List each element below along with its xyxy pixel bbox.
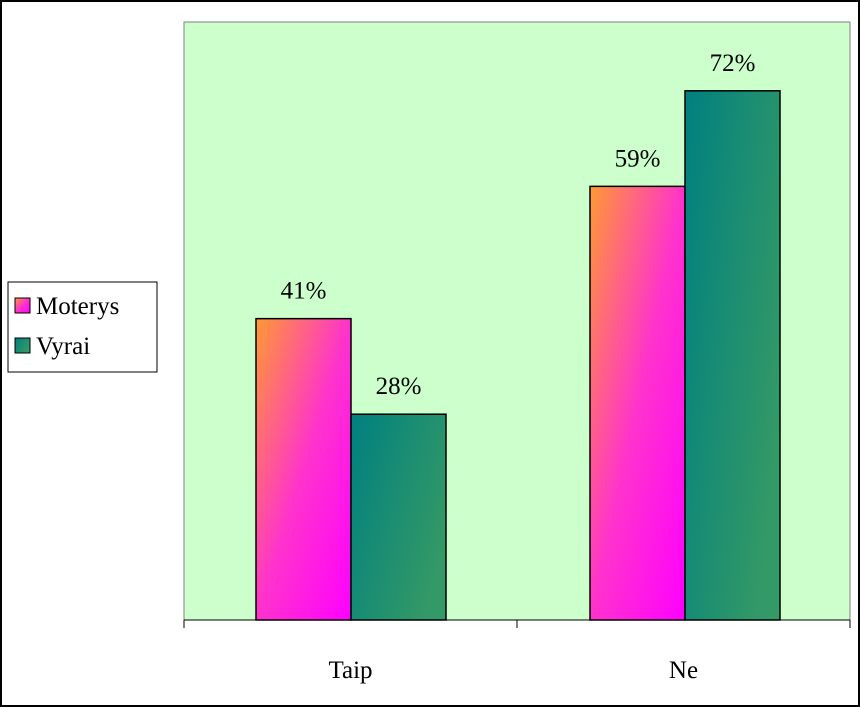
- legend: Moterys Vyrai: [7, 281, 158, 373]
- bar-vyrai-taip: [350, 413, 447, 621]
- legend-label-vyrai: Vyrai: [36, 333, 90, 360]
- legend-label-moterys: Moterys: [36, 293, 119, 320]
- data-label-vyrai-ne: 72%: [710, 50, 756, 77]
- data-label-moterys-ne: 59%: [615, 145, 661, 172]
- legend-swatch-moterys: [14, 297, 31, 314]
- x-tick-label-taip: Taip: [328, 657, 372, 684]
- legend-box: [7, 281, 158, 373]
- x-tick-label-ne: Ne: [669, 657, 698, 684]
- data-labels-layer: 41% 28% 59% 72%: [281, 50, 756, 400]
- bar-moterys-taip: [255, 317, 352, 621]
- bar-vyrai-ne: [684, 90, 781, 621]
- x-axis: Taip Ne: [183, 619, 851, 684]
- data-label-vyrai-taip: 28%: [376, 373, 422, 400]
- bar-moterys-ne: [589, 185, 686, 621]
- legend-swatch-vyrai: [14, 337, 31, 354]
- data-label-moterys-taip: 41%: [281, 278, 327, 305]
